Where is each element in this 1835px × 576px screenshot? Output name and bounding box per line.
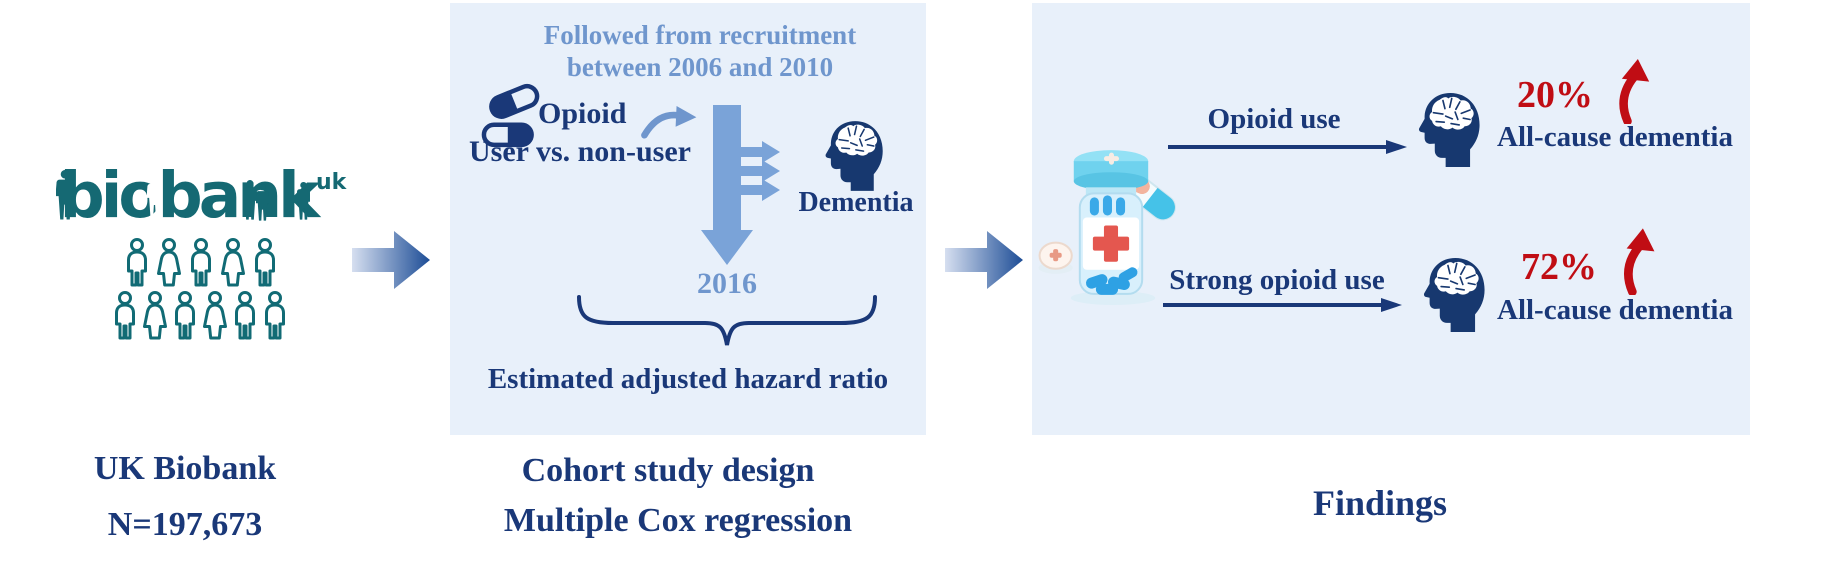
- cohort-size-label: N=197,673: [107, 506, 263, 543]
- comparison-label: User vs. non-user: [469, 135, 691, 168]
- medicine-bottle-icon: [1038, 150, 1176, 305]
- findings-panel: Opioid use 20% All-cause dementia Strong…: [1032, 3, 1750, 435]
- timeline-arrow-icon: [701, 105, 780, 265]
- head-with-brain-icon: [824, 120, 884, 191]
- outcome-label: Dementia: [798, 187, 914, 218]
- finding-exposure-label: Opioid use: [1207, 103, 1341, 135]
- right-block-arrow-icon: [945, 231, 1023, 289]
- logo-person-silhouette-icon: [243, 180, 257, 220]
- finding-outcome-label: All-cause dementia: [1497, 294, 1733, 326]
- logo-person-silhouette-icon: [256, 184, 269, 221]
- logo-uk-superscript: uk: [316, 170, 347, 195]
- two-capsules-icon: [481, 83, 540, 148]
- study-design-panel: Followed from recruitment between 2006 a…: [450, 3, 926, 435]
- logo-person-silhouette-icon: [297, 182, 310, 220]
- middle-caption-design: Cohort study design: [521, 452, 815, 489]
- finding-exposure-label: Strong opioid use: [1169, 264, 1385, 296]
- curly-brace-icon: [577, 295, 877, 346]
- followup-end-year: 2016: [697, 267, 757, 300]
- middle-caption-analysis: Multiple Cox regression: [503, 502, 853, 539]
- head-with-brain-icon: [1423, 257, 1486, 332]
- exposure-label: Opioid: [538, 97, 627, 130]
- right-arrow-icon: [1168, 140, 1407, 154]
- risk-increase-value: 72%: [1521, 246, 1597, 288]
- estimate-label: Estimated adjusted hazard ratio: [487, 363, 889, 395]
- finding-outcome-label: All-cause dementia: [1497, 121, 1733, 153]
- right-arrow-icon: [1163, 298, 1402, 312]
- right-section-caption: Findings: [1312, 483, 1448, 523]
- logo-person-cutout-icon: [147, 176, 162, 218]
- cohort-people-icon: [115, 238, 285, 340]
- risk-increase-arrow-icon: [1624, 228, 1655, 295]
- followup-period-label: Followed from recruitment between 2006 a…: [543, 20, 857, 82]
- logo-wordmark: biobank: [59, 159, 320, 232]
- left-section-title: UK Biobank: [93, 450, 277, 487]
- logo-person-silhouette-icon: [56, 170, 74, 220]
- risk-increase-value: 20%: [1517, 74, 1593, 116]
- curved-right-arrow-icon: [641, 105, 697, 139]
- risk-increase-arrow-icon: [1619, 58, 1650, 124]
- uk-biobank-logo: biobankuk: [48, 146, 358, 232]
- right-block-arrow-icon: [352, 231, 430, 289]
- head-with-brain-icon: [1418, 92, 1481, 167]
